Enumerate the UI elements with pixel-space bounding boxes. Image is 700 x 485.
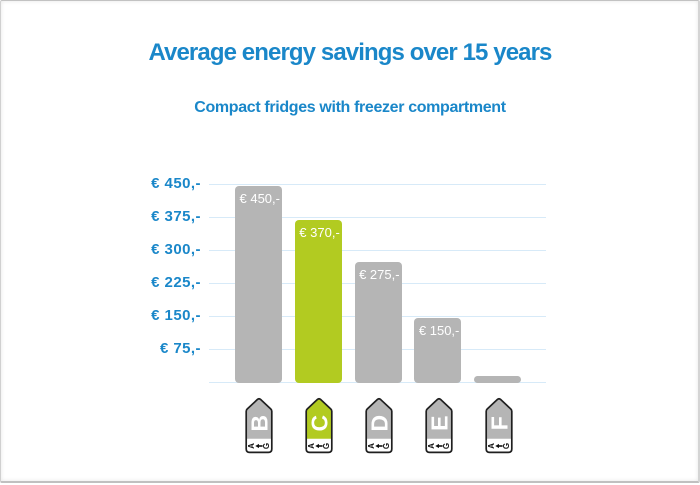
- svg-text:D: D: [366, 415, 392, 432]
- svg-text:A: A: [487, 443, 496, 449]
- svg-text:A: A: [427, 443, 436, 449]
- svg-text:B: B: [246, 415, 272, 432]
- svg-text:G: G: [502, 443, 511, 449]
- svg-text:C: C: [306, 415, 332, 432]
- svg-text:E: E: [426, 416, 452, 431]
- svg-text:G: G: [322, 443, 331, 449]
- svg-text:G: G: [382, 443, 391, 449]
- svg-text:A: A: [367, 443, 376, 449]
- svg-text:A: A: [307, 443, 316, 449]
- svg-text:A: A: [247, 443, 256, 449]
- svg-text:F: F: [486, 416, 512, 430]
- svg-text:G: G: [262, 443, 271, 449]
- svg-text:G: G: [442, 443, 451, 449]
